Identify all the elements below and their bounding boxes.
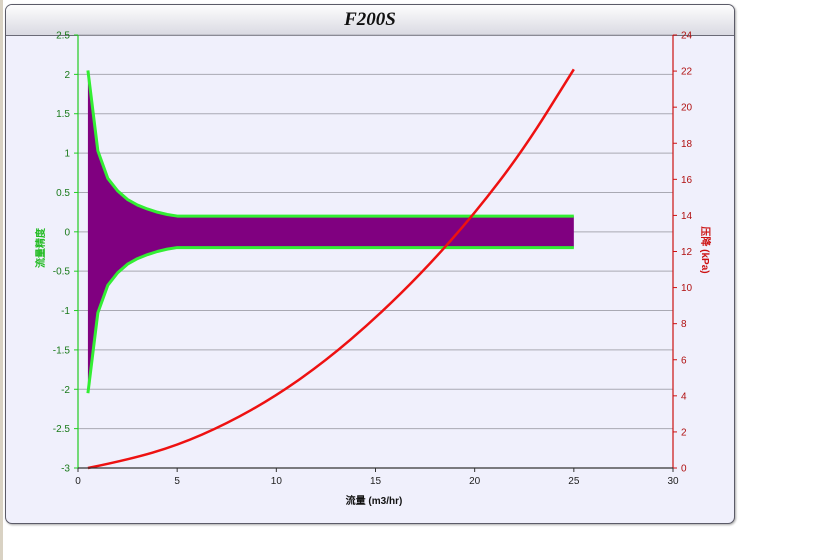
y-left-tick-label: 1.5	[56, 109, 70, 120]
y-left-tick-label: -2	[61, 385, 70, 396]
y-right-tick-label: 8	[681, 319, 687, 330]
y-right-tick-label: 6	[681, 355, 687, 366]
y-right-tick-label: 10	[681, 283, 693, 294]
x-axis-title: 流量 (m3/hr)	[346, 494, 403, 507]
y-left-tick-label: 1	[64, 149, 70, 160]
window-edge	[0, 0, 3, 560]
accuracy-envelope-fill	[87, 70, 574, 394]
x-tick-label: 20	[469, 476, 481, 487]
chart-title-bar: F200S	[6, 5, 734, 36]
y-left-tick-label: 0	[64, 227, 70, 238]
pressure-drop-curve	[87, 68, 575, 470]
accuracy-envelope	[86, 70, 574, 394]
y-right-tick-label: 0	[681, 464, 687, 475]
y-left-axis-title: 流量精度	[34, 227, 47, 268]
x-tick-label: 10	[271, 476, 283, 487]
axes	[74, 34, 677, 472]
y-left-tick-label: -3	[61, 464, 70, 475]
pressure-drop-line	[87, 68, 575, 470]
y-left-tick-label: 2.5	[56, 31, 70, 42]
y-left-tick-label: -1.5	[53, 345, 71, 356]
y-right-axis-title: 压降 (kPa)	[699, 226, 712, 273]
grid-lines	[78, 34, 673, 469]
y-right-tick-label: 16	[681, 175, 693, 186]
x-tick-label: 15	[370, 476, 382, 487]
y-right-tick-label: 2	[681, 427, 687, 438]
x-tick-label: 5	[174, 476, 180, 487]
y-left-tick-label: 0.5	[56, 188, 70, 199]
x-tick-label: 25	[568, 476, 580, 487]
x-tick-label: 0	[75, 476, 81, 487]
y-left-tick-label: -2.5	[53, 424, 71, 435]
x-tick-label: 30	[667, 476, 679, 487]
y-right-tick-label: 24	[681, 31, 693, 42]
accuracy-upper-line	[86, 70, 574, 218]
y-right-tick-label: 20	[681, 103, 693, 114]
y-right-tick-label: 14	[681, 211, 693, 222]
y-left-tick-label: -1	[61, 306, 70, 317]
y-right-tick-label: 18	[681, 139, 693, 150]
tick-labels: -3-2.5-2-1.5-1-0.500.511.522.50246810121…	[53, 31, 693, 488]
accuracy-lower-line	[86, 246, 574, 394]
y-right-tick-label: 12	[681, 247, 693, 258]
chart-title: F200S	[344, 9, 396, 30]
y-left-tick-label: 2	[64, 70, 70, 81]
y-right-tick-label: 22	[681, 67, 693, 78]
y-left-tick-label: -0.5	[53, 267, 71, 278]
y-right-tick-label: 4	[681, 391, 687, 402]
